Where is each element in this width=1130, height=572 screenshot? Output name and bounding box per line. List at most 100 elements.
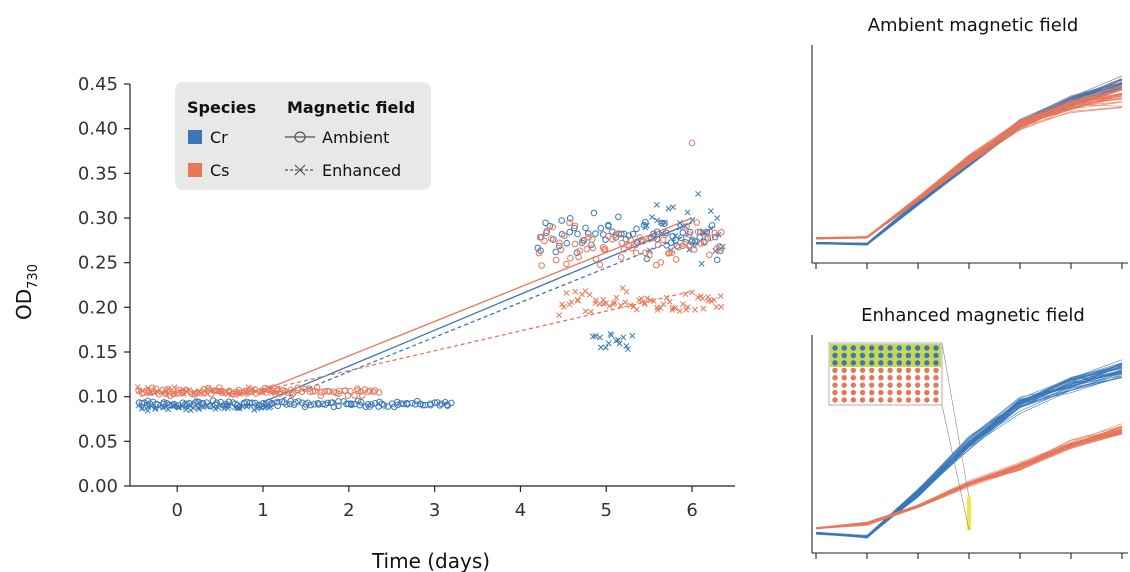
plate-well [905, 389, 912, 396]
plate-well [841, 367, 847, 373]
point-cr-ambient [393, 398, 401, 406]
plate-well [832, 375, 838, 381]
point-cs-ambient [557, 246, 565, 253]
panel-line-cs [815, 84, 1123, 238]
point-cr-enhanced [596, 334, 603, 341]
plate-well [850, 389, 857, 396]
point-cr-ambient [717, 247, 724, 254]
point-cr-ambient [274, 402, 282, 410]
point-cs-enhanced [559, 301, 565, 308]
plate-well [924, 397, 930, 403]
point-cr-ambient [679, 229, 687, 236]
y-tick-label: 0.35 [78, 163, 118, 184]
point-cs-ambient [287, 386, 295, 394]
main-trend-lines [262, 217, 693, 408]
point-cs-ambient [321, 388, 328, 395]
point-cs-ambient [536, 234, 544, 241]
plate-well [887, 352, 893, 359]
point-cs-ambient [571, 222, 579, 230]
point-cr-ambient [356, 401, 364, 409]
point-cs-enhanced [237, 389, 244, 396]
point-cr-enhanced [170, 403, 177, 410]
point-cr-ambient [625, 232, 633, 239]
point-cr-ambient [354, 397, 362, 405]
plate-well [859, 382, 866, 388]
plate-well [832, 397, 838, 403]
point-cs-enhanced [574, 297, 581, 304]
point-cs-ambient [576, 247, 583, 255]
point-cs-enhanced [588, 308, 594, 315]
plate-well [905, 397, 912, 403]
point-cs-ambient [535, 249, 543, 257]
point-cs-ambient [579, 237, 586, 244]
panel-line-cr [815, 87, 1123, 246]
plate-well [914, 375, 921, 381]
plate-well [850, 352, 857, 359]
trend-line-cr-enhanced [262, 232, 693, 408]
point-cr-ambient [574, 230, 581, 238]
point-cr-enhanced [152, 406, 159, 412]
point-cs-enhanced [611, 299, 618, 306]
point-cs-ambient [661, 231, 669, 239]
point-cr-ambient [605, 223, 612, 230]
point-cr-ambient [436, 402, 444, 409]
plate-well [841, 389, 847, 396]
point-cr-enhanced [695, 190, 702, 197]
point-cr-enhanced [649, 214, 656, 221]
plate-well [878, 375, 884, 381]
plate-well [841, 375, 847, 381]
point-cr-ambient [330, 403, 338, 411]
panel-line-cs [815, 95, 1123, 240]
point-cs-enhanced [171, 384, 178, 391]
plate-well [869, 382, 875, 388]
inset-connector [941, 342, 970, 498]
point-cr-ambient [713, 256, 721, 264]
point-cr-ambient [307, 401, 314, 409]
plate-well [850, 397, 857, 403]
plate-well [914, 345, 921, 351]
point-cs-enhanced [713, 303, 720, 310]
point-cs-enhanced [676, 307, 683, 314]
plate-well [924, 375, 930, 381]
point-cr-ambient [319, 400, 327, 408]
point-cs-enhanced [237, 391, 244, 398]
plate-well [841, 382, 847, 388]
point-cs-ambient [347, 387, 354, 395]
point-cs-ambient [335, 390, 342, 397]
plate-well [887, 360, 893, 366]
plate-well [933, 367, 939, 373]
point-cr-ambient [563, 239, 571, 247]
point-cr-enhanced [707, 225, 714, 232]
point-cr-enhanced [254, 402, 261, 409]
point-cs-enhanced [717, 293, 724, 300]
point-cs-enhanced [669, 304, 676, 311]
point-cr-enhanced [616, 340, 623, 347]
plate-well [832, 360, 838, 366]
point-cs-ambient [556, 239, 563, 247]
point-cs-enhanced [688, 289, 695, 296]
y-tick-label: 0.45 [78, 74, 118, 95]
point-cr-ambient [419, 401, 427, 409]
enhanced-panel-lines [815, 359, 1123, 539]
panel-line-cs [815, 99, 1123, 239]
plate-well [832, 389, 838, 396]
plate-well [896, 345, 902, 351]
point-cs-ambient [541, 237, 548, 245]
main-data-points [134, 139, 726, 414]
plate-well [841, 352, 847, 359]
point-cs-ambient [679, 242, 686, 250]
point-cs-enhanced [219, 389, 226, 396]
plate-well [924, 352, 930, 359]
y-tick-label: 0.00 [78, 476, 118, 497]
point-cs-enhanced [209, 387, 215, 394]
plate-well [896, 352, 902, 359]
x-axis-title: Time (days) [371, 549, 490, 572]
point-cs-ambient [675, 243, 682, 251]
point-cr-ambient [283, 401, 290, 408]
point-cs-ambient [313, 384, 321, 391]
point-cr-enhanced [658, 230, 665, 237]
plate-well [850, 360, 857, 366]
panel-line-cs [815, 433, 1123, 530]
point-cs-ambient [702, 230, 709, 237]
point-cs-enhanced [666, 298, 673, 305]
